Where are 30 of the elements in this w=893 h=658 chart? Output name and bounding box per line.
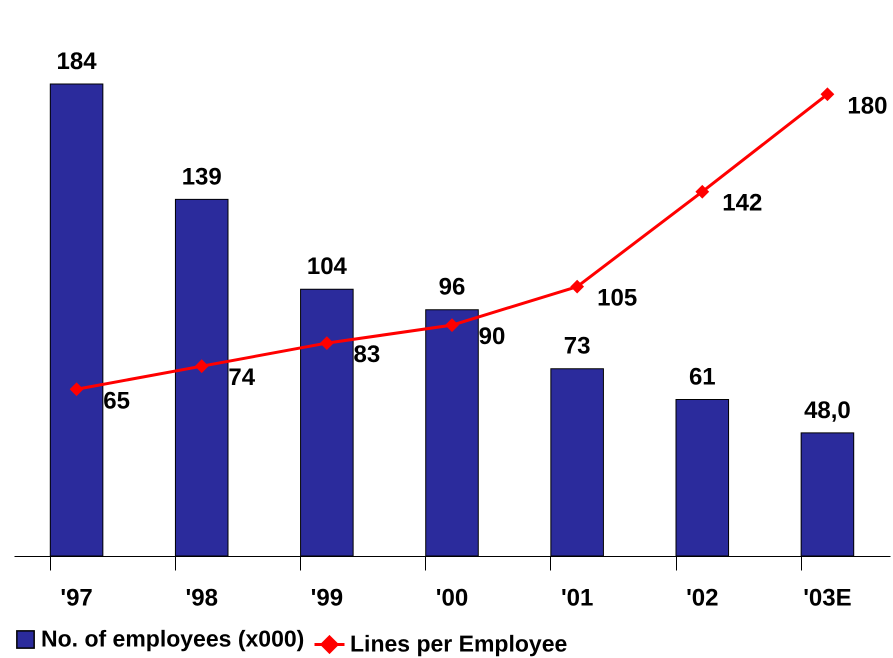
point xyxy=(195,360,208,373)
x-tick-label: '97 xyxy=(60,584,93,612)
x-tick-label: '00 xyxy=(436,584,468,612)
data-label: 61 xyxy=(688,364,716,391)
data-label: 90 xyxy=(478,323,506,350)
data-label: 142 xyxy=(722,190,762,217)
data-label: 104 xyxy=(306,253,348,280)
data-label: 180 xyxy=(847,92,888,120)
data-label: 48,0 xyxy=(804,396,851,424)
x-tick-label: '01 xyxy=(560,584,594,612)
data-label: 139 xyxy=(182,163,222,190)
legend-label: No. of employees (x000) xyxy=(41,626,304,652)
point xyxy=(820,88,834,101)
data-label: 74 xyxy=(228,364,256,392)
point xyxy=(570,280,584,294)
data-label: 65 xyxy=(103,387,130,414)
data-label: 184 xyxy=(56,48,98,75)
point xyxy=(446,318,458,332)
data-label: 105 xyxy=(597,284,638,312)
data-label: 73 xyxy=(564,332,590,360)
data-label: 96 xyxy=(438,274,466,301)
legend-label: Lines per Employee xyxy=(350,630,568,656)
x-tick-label: '98 xyxy=(186,584,218,612)
x-tick-label: '02 xyxy=(686,584,718,612)
x-tick-label: '99 xyxy=(310,584,344,612)
data-label: 83 xyxy=(354,341,380,368)
point xyxy=(320,336,334,350)
point xyxy=(696,185,709,198)
point xyxy=(70,382,84,396)
x-tick-label: '03E xyxy=(803,584,852,612)
